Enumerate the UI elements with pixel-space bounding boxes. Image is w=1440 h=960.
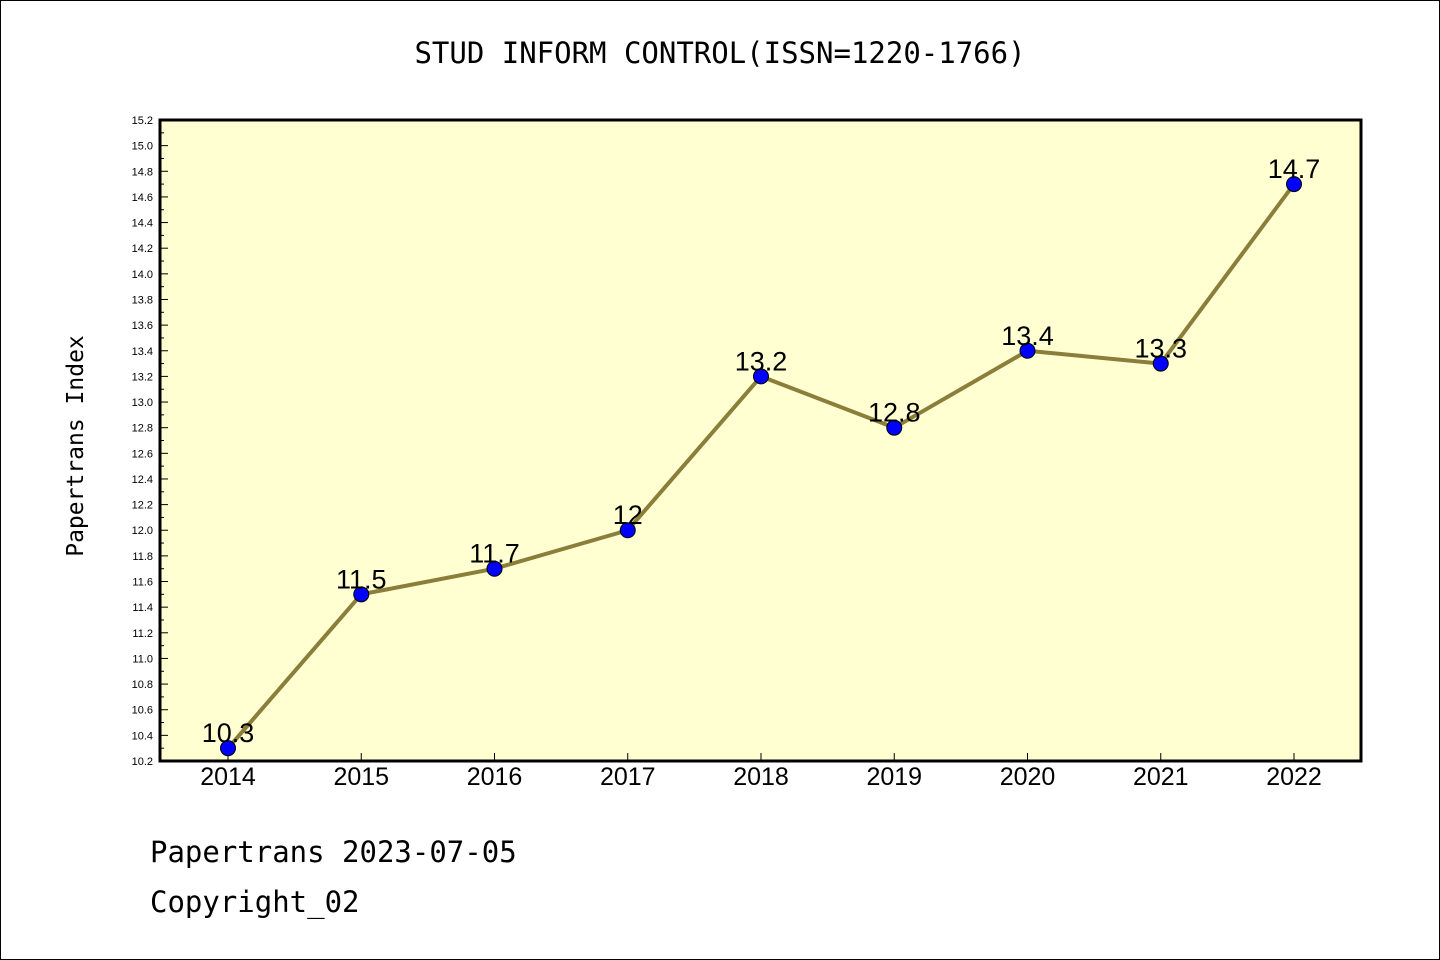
y-tick-label: 10.4 [132,730,153,742]
x-tick-label: 2018 [733,763,789,791]
footer-copyright: Copyright_02 [150,885,360,919]
y-tick-label: 14.8 [132,166,153,178]
x-tick-label: 2017 [600,763,656,791]
data-label: 12.8 [868,398,921,428]
x-tick-label: 2019 [866,763,922,791]
y-tick-label: 14.4 [132,218,153,230]
y-tick-label: 13.0 [132,397,153,409]
data-point [353,586,370,603]
data-label: 11.7 [469,539,520,569]
y-tick-label: 12.4 [132,474,153,486]
data-point [220,740,236,757]
plot-area [160,120,1361,761]
data-point [1286,176,1302,193]
y-tick-label: 12.0 [132,525,153,537]
x-tick-label: 2015 [333,763,389,791]
plot-border [158,118,1363,763]
y-tick-label: 14.0 [132,269,153,281]
x-tick-label: 2020 [1000,763,1056,791]
data-label: 10.3 [202,718,255,748]
y-tick-label: 15.2 [132,115,153,127]
y-tick-label: 13.2 [132,371,153,383]
y-tick-label: 13.4 [132,346,153,358]
x-tick-label: 2016 [467,763,523,791]
y-tick-label: 11.0 [132,653,153,665]
x-tick-label: 2014 [200,763,256,791]
data-label: 14.7 [1268,154,1321,184]
y-tick-label: 12.2 [132,500,153,512]
data-label: 13.2 [735,346,788,376]
y-axis-ticks: 10.2 10.4 10.6 10.8 11.0 11.2 11.4 11.6 11.8 12.0… [132,115,168,768]
chart-title: STUD INFORM CONTROL(ISSN=1220-1766) [414,36,1026,70]
y-tick-label: 11.2 [132,628,153,640]
y-tick-label: 11.6 [132,577,153,589]
y-tick-label: 10.8 [132,679,153,691]
y-tick-label: 11.8 [132,551,153,563]
data-point [886,419,903,436]
y-tick-label: 10.6 [132,705,153,717]
data-point [753,368,769,385]
y-tick-label: 13.8 [132,294,153,306]
x-tick-label: 2021 [1133,763,1189,791]
footer-date: Papertrans 2023-07-05 [150,835,517,869]
data-labels: 10.3 11.5 11.7 12 13.2 12.8 13.4 13.3 14.7 [202,154,1321,748]
data-point [486,560,503,577]
y-tick-label: 15.0 [132,141,153,153]
data-points [220,176,1302,757]
data-label: 11.5 [336,564,387,594]
y-tick-label: 14.2 [132,243,153,255]
data-label: 13.4 [1001,321,1054,351]
data-label: 13.3 [1134,334,1187,364]
y-tick-label: 13.6 [132,320,153,332]
data-point [1019,342,1036,359]
x-tick-label: 2022 [1266,763,1322,791]
x-axis-ticks: 2014 2015 2016 2017 2018 2019 2020 2021 2022 [200,753,1322,791]
data-point [1152,355,1169,372]
y-tick-label: 14.6 [132,192,153,204]
y-tick-label: 12.6 [132,448,153,460]
y-tick-label: 12.8 [132,423,153,435]
data-label: 12 [613,500,643,530]
data-point [619,522,636,539]
y-tick-label: 10.2 [132,756,153,768]
y-tick-label: 11.4 [132,602,153,614]
